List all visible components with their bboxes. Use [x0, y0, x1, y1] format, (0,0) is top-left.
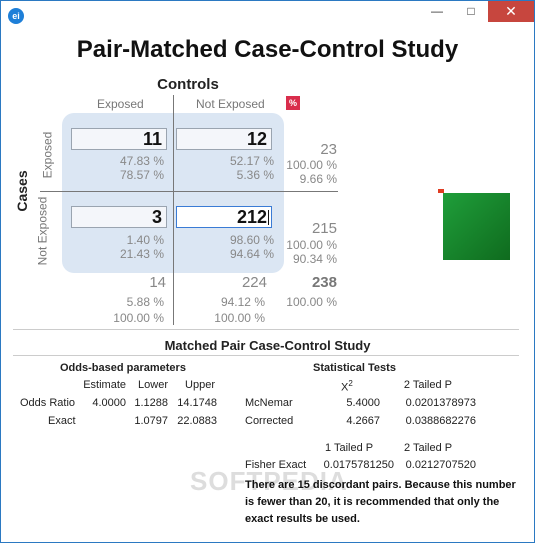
- row-total-not-exposed-pct1: 100.00 %: [286, 238, 337, 252]
- close-button[interactable]: ✕: [488, 1, 534, 22]
- row-total-exposed-pct1: 100.00 %: [286, 158, 337, 172]
- mcnemar-chi: 5.4000: [346, 397, 380, 409]
- stat-header-2tailed: 2 Tailed P: [403, 379, 452, 391]
- fisher-header-2tailed: 2 Tailed P: [404, 442, 453, 454]
- row-total-not-exposed-pct2: 90.34 %: [292, 252, 337, 266]
- exact-lower: 1.0797: [134, 415, 168, 427]
- fisher-2tailed: 0.0212707520: [405, 459, 476, 471]
- cell-d-row-pct: 98.60 %: [229, 233, 274, 247]
- row-total-exposed: 23: [320, 141, 337, 158]
- corrected-chi: 4.2667: [346, 415, 380, 427]
- proportion-graphic: [443, 193, 510, 260]
- corrected-p: 0.0388682276: [405, 415, 476, 427]
- cell-c-col-pct: 21.43 %: [119, 247, 164, 261]
- row-header-not-exposed: Not Exposed: [35, 196, 50, 266]
- grand-total: 238: [311, 274, 337, 291]
- odds-header-lower: Lower: [138, 379, 168, 391]
- maximize-button[interactable]: □: [467, 4, 475, 18]
- row-total-exposed-pct2: 9.66 %: [299, 172, 337, 186]
- horizontal-divider: [40, 191, 338, 192]
- cell-a-row-pct: 47.83 %: [119, 154, 164, 168]
- watermark: SOFTPEDIA: [190, 466, 348, 496]
- cell-c-row-pct: 1.40 %: [126, 233, 164, 247]
- page-title: Pair-Matched Case-Control Study: [76, 36, 459, 63]
- row-total-not-exposed: 215: [311, 220, 337, 237]
- cases-label: Cases: [14, 170, 30, 212]
- fisher-label: Fisher Exact: [245, 459, 307, 471]
- col-total-exposed-pct1: 5.88 %: [126, 295, 164, 309]
- controls-label: Controls: [157, 76, 219, 93]
- col-total-exposed-pct2: 100.00 %: [113, 311, 164, 325]
- chi-symbol: X: [341, 381, 349, 394]
- grand-total-pct1: 100.00 %: [286, 295, 337, 309]
- col-total-not-exposed-pct1: 94.12 %: [220, 295, 265, 309]
- stat-section-title: Statistical Tests: [313, 362, 396, 374]
- odds-lower: 1.1288: [134, 397, 168, 409]
- odds-section-title: Odds-based parameters: [60, 362, 186, 374]
- stat-header-chi: X2: [341, 379, 353, 394]
- cell-d-input[interactable]: 212: [176, 206, 272, 228]
- exact-upper: 22.0883: [177, 415, 217, 427]
- chi-superscript: 2: [348, 379, 353, 388]
- cell-a-col-pct: 78.57 %: [119, 168, 164, 182]
- cell-d-value: 212: [236, 207, 267, 227]
- odds-row-label: Odds Ratio: [20, 397, 76, 409]
- odds-estimate: 4.0000: [92, 397, 126, 409]
- fisher-header-1tailed: 1 Tailed P: [325, 442, 374, 454]
- app-icon: ei: [8, 8, 24, 24]
- mcnemar-label: McNemar: [245, 397, 293, 409]
- odds-header-upper: Upper: [185, 379, 215, 391]
- odds-upper: 14.1748: [177, 397, 217, 409]
- cell-d-col-pct: 94.64 %: [229, 247, 274, 261]
- col-header-exposed: Exposed: [97, 97, 144, 111]
- cell-b-row-pct: 52.17 %: [229, 154, 274, 168]
- col-header-not-exposed: Not Exposed: [196, 97, 265, 111]
- cell-b-col-pct: 5.36 %: [236, 168, 274, 182]
- corrected-label: Corrected: [245, 415, 294, 427]
- fisher-1tailed: 0.0175781250: [323, 459, 394, 471]
- percent-toggle-button[interactable]: %: [286, 96, 300, 110]
- divider-bottom: [13, 355, 519, 356]
- cell-c-input[interactable]: 3: [71, 206, 167, 228]
- cell-a-input[interactable]: 11: [71, 128, 167, 150]
- divider-top: [13, 329, 519, 330]
- text-caret: [268, 210, 269, 225]
- mcnemar-p: 0.0201378973: [405, 397, 476, 409]
- exact-row-label: Exact: [48, 415, 76, 427]
- col-total-exposed: 14: [149, 274, 166, 291]
- col-total-not-exposed-pct2: 100.00 %: [214, 311, 265, 325]
- col-total-not-exposed: 224: [241, 274, 267, 291]
- odds-header-estimate: Estimate: [83, 379, 126, 391]
- cell-b-input[interactable]: 12: [176, 128, 272, 150]
- chart-marker: [438, 189, 444, 193]
- row-header-exposed: Exposed: [40, 131, 55, 179]
- minimize-button[interactable]: —: [431, 4, 443, 18]
- title-bar: ei — □ ✕: [1, 1, 534, 31]
- vertical-divider: [173, 95, 174, 325]
- results-title: Matched Pair Case-Control Study: [164, 338, 371, 353]
- discordant-note: There are 15 discordant pairs. Because t…: [245, 479, 516, 525]
